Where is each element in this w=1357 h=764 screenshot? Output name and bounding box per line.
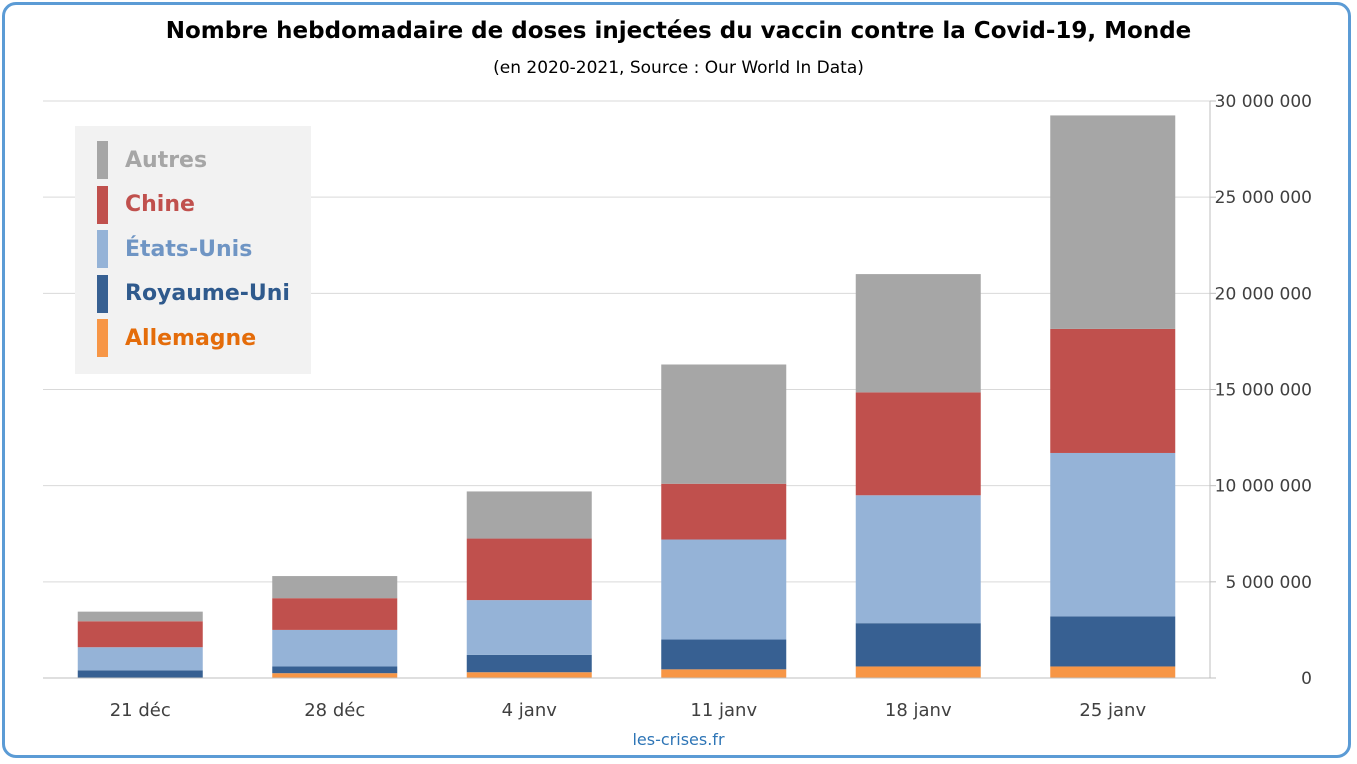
- legend-swatch: [97, 141, 108, 179]
- bar-allemagne-4-janv: [466, 672, 592, 678]
- x-tick-label: 21 déc: [110, 700, 171, 721]
- bar-etats-unis-18-janv: [855, 495, 981, 624]
- bar-etats-unis-11-janv: [661, 539, 787, 640]
- legend-item-allemagne: Allemagne: [97, 319, 256, 357]
- y-tick-label: 5 000 000: [1225, 573, 1312, 593]
- bar-chine-11-janv: [661, 483, 787, 540]
- bar-autres-21-dec: [77, 611, 203, 622]
- bar-etats-unis-25-janv: [1050, 452, 1176, 617]
- x-tick-label: 28 déc: [304, 700, 365, 721]
- bar-chine-18-janv: [855, 392, 981, 496]
- bar-allemagne-28-dec: [272, 673, 398, 678]
- bar-allemagne-11-janv: [661, 669, 787, 678]
- legend-swatch: [97, 230, 108, 268]
- y-tick-label: 15 000 000: [1215, 381, 1312, 401]
- bar-autres-18-janv: [855, 274, 981, 393]
- bar-royaume-uni-4-janv: [466, 654, 592, 673]
- axes: 0 5 000 000 10 000 000 15 000 000 20 000 000…: [43, 92, 1312, 721]
- x-tick-label: 11 janv: [690, 700, 757, 721]
- legend-label: Royaume-Uni: [125, 281, 290, 306]
- x-tick-label: 4 janv: [502, 700, 558, 721]
- legend-swatch: [97, 274, 108, 313]
- y-tick-label: 10 000 000: [1215, 477, 1312, 497]
- legend-item-etats-unis: États-Unis: [97, 230, 252, 268]
- legend-item-royaume-uni: Royaume-Uni: [97, 274, 290, 313]
- legend-swatch: [97, 319, 108, 357]
- bar-chine-4-janv: [466, 538, 592, 601]
- bar-royaume-uni-21-dec: [77, 670, 203, 678]
- bar-allemagne-18-janv: [855, 666, 981, 678]
- bar-autres-25-janv: [1050, 115, 1176, 329]
- bar-chine-28-dec: [272, 598, 398, 630]
- x-tick-label: 18 janv: [885, 700, 952, 721]
- chart-title: Nombre hebdomadaire de doses injectées d…: [165, 18, 1192, 44]
- bar-etats-unis-21-dec: [77, 647, 203, 671]
- bar-etats-unis-4-janv: [466, 600, 592, 655]
- legend-label: États-Unis: [125, 236, 253, 262]
- y-tick-label: 20 000 000: [1215, 284, 1312, 304]
- bar-autres-11-janv: [661, 364, 787, 484]
- legend-item-chine: Chine: [97, 185, 195, 224]
- source-credit: les-crises.fr: [632, 730, 725, 749]
- bars: [77, 115, 1176, 678]
- bar-royaume-uni-25-janv: [1050, 616, 1176, 667]
- bar-chine-21-dec: [77, 621, 203, 648]
- bar-chine-25-janv: [1050, 328, 1176, 453]
- legend-item-autres: Autres: [97, 141, 207, 179]
- bar-autres-28-dec: [272, 576, 398, 599]
- bar-etats-unis-28-dec: [272, 629, 398, 667]
- y-tick-label: 30 000 000: [1215, 92, 1312, 112]
- legend-swatch: [97, 185, 108, 224]
- legend-label: Allemagne: [125, 325, 257, 351]
- bar-royaume-uni-18-janv: [855, 623, 981, 667]
- x-tick-label: 25 janv: [1079, 700, 1146, 721]
- bar-allemagne-25-janv: [1050, 666, 1176, 678]
- bar-royaume-uni-11-janv: [661, 639, 787, 670]
- legend: Autres Chine États-Unis Royaume-Uni Allemagn…: [75, 126, 311, 374]
- y-tick-label: 0: [1301, 669, 1312, 689]
- y-tick-label: 25 000 000: [1215, 188, 1312, 208]
- legend-label: Chine: [125, 192, 195, 217]
- bar-autres-4-janv: [466, 491, 592, 539]
- chart-subtitle: (en 2020-2021, Source : Our World In Dat…: [493, 58, 864, 78]
- legend-label: Autres: [125, 147, 208, 173]
- bar-royaume-uni-28-dec: [272, 666, 398, 674]
